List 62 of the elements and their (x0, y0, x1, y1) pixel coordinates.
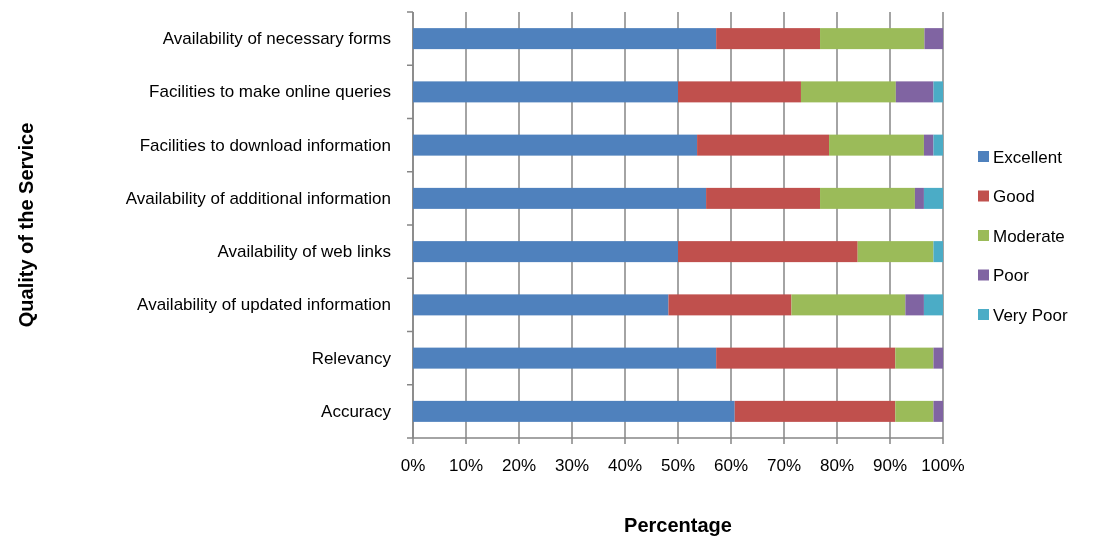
bar (413, 28, 717, 50)
x-tick-label: 30% (554, 456, 590, 475)
bar (923, 187, 943, 209)
bar (678, 241, 858, 263)
x-tick-label: 50% (660, 456, 696, 475)
x-tick-label: 0% (400, 456, 426, 475)
bar (914, 187, 924, 209)
x-tick-label: 60% (713, 456, 749, 475)
y-tick-label: Availability of additional information (125, 188, 391, 208)
y-tick-label: Accuracy (321, 401, 392, 421)
y-tick-label: Facilities to download information (139, 135, 391, 155)
x-tick-label: 90% (872, 456, 908, 475)
bar (933, 347, 943, 369)
x-tick-label: 20% (501, 456, 537, 475)
legend-label: Poor (993, 266, 1030, 285)
x-axis-title: Percentage (624, 514, 732, 536)
bar (829, 134, 924, 156)
bar (924, 28, 943, 50)
bar (716, 347, 896, 369)
x-tick-label: 40% (607, 456, 643, 475)
bar (933, 241, 943, 263)
bar (933, 81, 943, 103)
bar (413, 81, 678, 103)
bar (895, 81, 934, 103)
x-tick-label: 70% (766, 456, 802, 475)
y-tick-label: Facilities to make online queries (149, 82, 391, 102)
x-tick-label: 100% (921, 456, 965, 475)
bar (413, 241, 678, 263)
y-tick-label: Availability of necessary forms (162, 29, 391, 49)
bar (716, 28, 821, 50)
bar (923, 294, 943, 316)
legend-label: Very Poor (993, 305, 1068, 325)
bar (734, 400, 896, 422)
bar (905, 294, 924, 316)
y-axis-title: Quality of the Service (15, 122, 37, 328)
bar (413, 294, 669, 316)
bar (413, 187, 707, 209)
bar (933, 134, 943, 156)
bar (668, 294, 792, 316)
bar (413, 134, 698, 156)
bar (706, 187, 821, 209)
bar (413, 347, 717, 369)
x-tick-label: 10% (448, 456, 484, 475)
y-tick-label: Availability of web links (217, 242, 391, 262)
y-tick-label: Availability of updated information (137, 295, 391, 315)
bar (933, 400, 943, 422)
bar (895, 347, 934, 369)
legend-label: Moderate (993, 226, 1065, 246)
bar (791, 294, 906, 316)
bar (413, 400, 735, 422)
legend-label: Excellent (993, 147, 1063, 167)
bar (697, 134, 830, 156)
bar (800, 81, 896, 103)
y-tick-label: Relevancy (311, 348, 392, 368)
x-tick-label: 80% (819, 456, 855, 475)
bar (820, 28, 925, 50)
bar (895, 400, 934, 422)
legend-label: Good (993, 187, 1035, 206)
bar (678, 81, 801, 103)
bar (820, 187, 915, 209)
bar (857, 241, 934, 263)
bar (923, 134, 934, 156)
